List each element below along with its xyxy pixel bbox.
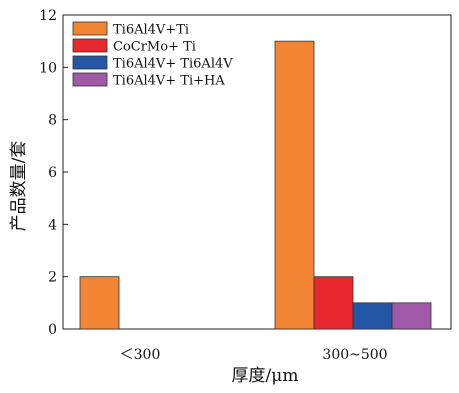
bar	[391, 302, 432, 330]
bar	[352, 302, 393, 330]
x-axis-title: 厚度/μm	[232, 366, 299, 386]
y-tick-label: 10	[39, 60, 57, 76]
legend-label: Ti6Al4V+ Ti+HA	[113, 74, 225, 89]
y-tick-label: 4	[48, 217, 57, 233]
legend-swatch	[72, 55, 108, 70]
legend: Ti6Al4V+Ti CoCrMo+ Ti Ti6Al4V+ Ti6Al4V Ti6A…	[72, 21, 233, 89]
legend-swatch	[72, 21, 108, 36]
y-tick-label: 0	[48, 322, 57, 338]
bar	[274, 40, 315, 330]
legend-swatch	[72, 38, 108, 53]
x-tick-label: ＜300	[120, 347, 161, 363]
bars-group	[79, 40, 432, 330]
y-tick-label: 12	[39, 8, 57, 24]
legend-label: CoCrMo+ Ti	[113, 40, 196, 55]
x-axis: ＜300 300~500	[120, 347, 388, 363]
y-axis-title: 产品数量/套	[9, 141, 29, 232]
bar	[79, 276, 120, 330]
y-tick-label: 2	[48, 270, 57, 286]
x-tick-label: 300~500	[322, 347, 387, 363]
y-tick-label: 8	[48, 113, 57, 129]
legend-label: Ti6Al4V+Ti	[113, 23, 189, 38]
y-axis: 0 2 4 6 8 10 12	[39, 8, 68, 338]
legend-label: Ti6Al4V+ Ti6Al4V	[113, 57, 233, 72]
y-tick-label: 6	[48, 165, 57, 181]
bar	[313, 276, 354, 330]
legend-swatch	[72, 72, 108, 87]
